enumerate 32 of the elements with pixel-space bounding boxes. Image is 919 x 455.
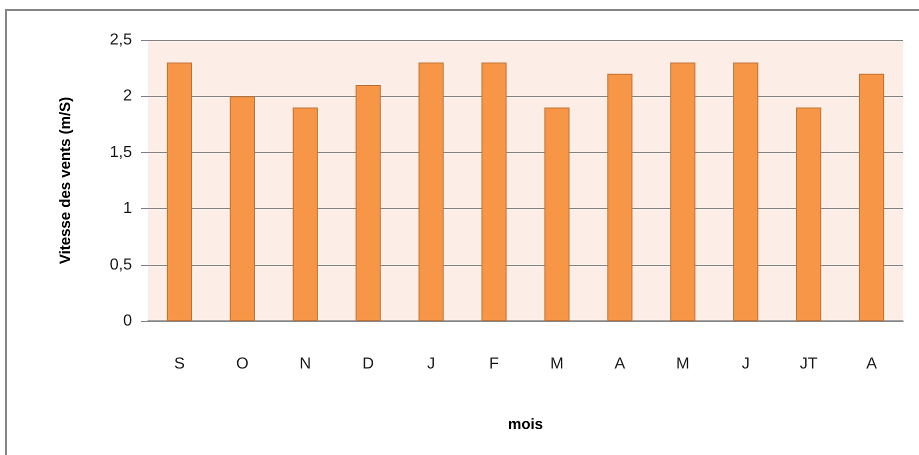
bar <box>544 107 570 321</box>
bar <box>230 96 255 321</box>
x-axis-title: mois <box>508 416 544 433</box>
x-tick-label: M <box>676 356 690 372</box>
x-tick-label: JT <box>800 356 818 372</box>
x-tick-label: J <box>427 356 436 372</box>
bar <box>292 107 318 321</box>
y-tick-label: 1,5 <box>110 144 132 161</box>
y-tick-label: 0 <box>123 312 132 330</box>
x-tick-label: S <box>174 356 185 372</box>
bar <box>670 62 696 321</box>
bar <box>418 62 444 321</box>
x-tick-label: A <box>866 356 878 372</box>
bar <box>166 62 192 321</box>
bar <box>607 74 632 321</box>
bar <box>858 74 884 321</box>
y-tick-label: 1 <box>123 200 132 218</box>
x-tick-label: O <box>236 356 249 372</box>
bar <box>796 107 822 321</box>
bar <box>733 62 758 321</box>
bar <box>481 62 507 321</box>
bar <box>356 84 381 321</box>
x-tick-label: F <box>489 356 500 372</box>
y-axis-title: Vitesse des vents (m/S) <box>57 96 74 264</box>
y-tick-label: 2 <box>123 88 132 105</box>
y-tick-label: 2,5 <box>110 32 132 48</box>
x-tick-label: D <box>362 356 374 372</box>
x-tick-label: M <box>550 356 564 372</box>
x-tick-label: N <box>300 356 312 372</box>
x-tick-label: A <box>614 356 626 372</box>
x-tick-label: J <box>742 356 750 372</box>
y-tick-label: 0,5 <box>110 256 132 274</box>
